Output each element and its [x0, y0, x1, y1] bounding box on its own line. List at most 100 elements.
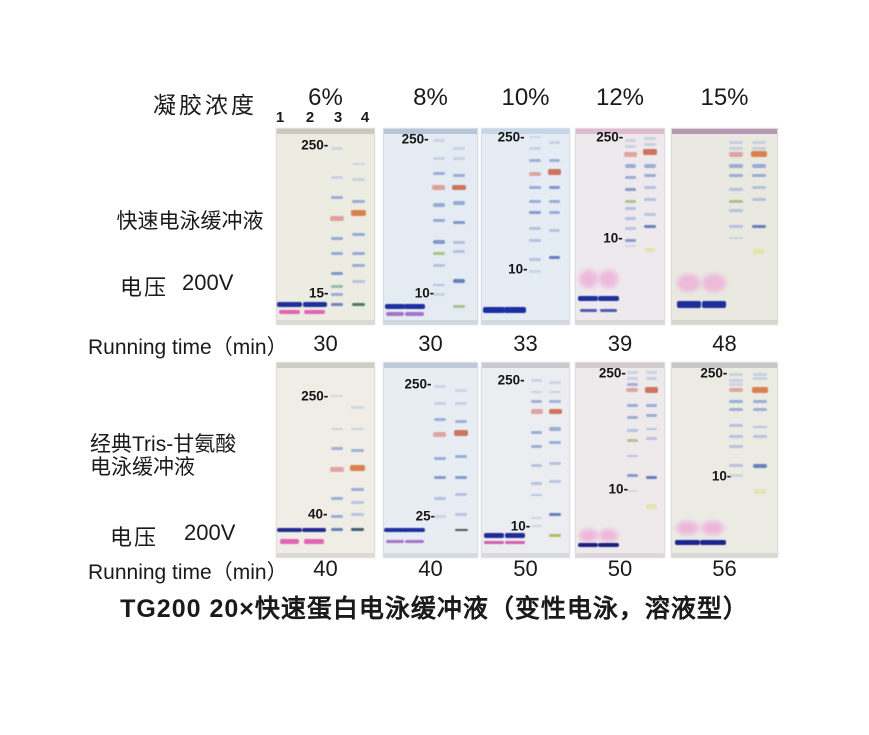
- concentration-label-10pct: 10%: [501, 84, 550, 111]
- marker-label: 250-: [401, 131, 429, 146]
- gel-band: [529, 185, 541, 190]
- gel-band: [753, 408, 768, 412]
- gel-band: [624, 164, 637, 168]
- gel-band: [753, 435, 768, 439]
- marker-label: 40-: [308, 506, 328, 522]
- gel-band: [433, 475, 446, 479]
- gel-band: [729, 187, 743, 191]
- gel-band: [549, 390, 561, 394]
- marker-label: 250-: [301, 388, 329, 404]
- gel-edge-strip: [277, 129, 374, 134]
- gel-band: [598, 270, 619, 288]
- gel-band: [729, 373, 743, 376]
- gel-band: [384, 527, 406, 533]
- gel-band: [701, 301, 727, 308]
- gel-band: [455, 493, 468, 497]
- gel-band: [645, 427, 658, 431]
- running-time-classic-8pct: 40: [418, 556, 443, 581]
- gel-panel-fast-6: 250- 15-: [276, 128, 375, 325]
- gel-band: [645, 404, 658, 408]
- gel-panel-fast-10: 250- 10-: [481, 128, 570, 325]
- gel-band: [453, 305, 466, 308]
- gel-band: [432, 203, 445, 207]
- gel-band: [483, 307, 506, 314]
- gel-band: [549, 462, 561, 466]
- gel-band: [352, 303, 365, 306]
- gel-band: [330, 195, 344, 199]
- gel-band: [529, 270, 541, 273]
- gel-band: [644, 186, 656, 189]
- gel-band: [405, 539, 424, 544]
- gel-band: [351, 487, 364, 491]
- gel-band: [624, 217, 637, 221]
- gel-band: [626, 429, 639, 433]
- marker-label: 250-: [497, 129, 525, 145]
- gel-band: [729, 209, 743, 213]
- gel-band: [624, 139, 637, 143]
- gel-band: [304, 539, 324, 544]
- gel-band: [598, 543, 619, 548]
- running-time-fast-6pct: 30: [313, 331, 338, 356]
- gel-band: [531, 516, 543, 520]
- gel-band: [453, 156, 466, 160]
- running-time-classic-12pct: 50: [607, 556, 633, 581]
- running-time-label-classic: Running time（min）: [88, 561, 288, 584]
- gel-edge-strip: [482, 363, 569, 368]
- gel-band: [531, 444, 543, 448]
- gel-band: [752, 249, 766, 255]
- gel-band: [403, 527, 426, 533]
- gel-band: [676, 520, 700, 536]
- gel-band: [330, 303, 344, 306]
- voltage-label-fast: 电压: [120, 275, 169, 300]
- gel-band: [432, 264, 445, 267]
- gel-band: [484, 533, 505, 538]
- gel-band: [385, 539, 405, 544]
- marker-label: 250-: [598, 364, 626, 380]
- gel-band: [644, 137, 656, 141]
- gel-band: [531, 379, 543, 382]
- gel-band: [645, 437, 658, 441]
- gel-panel-fast-12: 250- 10-: [575, 128, 665, 325]
- gel-band: [453, 201, 466, 205]
- gel-band: [433, 402, 446, 406]
- gel-band: [729, 464, 743, 468]
- running-time-fast-12pct: 39: [607, 331, 633, 356]
- gel-band: [729, 435, 743, 439]
- gel-band: [279, 539, 300, 544]
- marker-label: 25-: [415, 508, 436, 524]
- gel-band: [599, 308, 618, 313]
- gel-band: [528, 171, 542, 177]
- gel-band: [700, 539, 726, 546]
- gel-band: [404, 304, 425, 309]
- gel-band: [729, 236, 743, 240]
- gel-band: [729, 141, 743, 144]
- gel-band: [598, 296, 619, 301]
- gel-band: [624, 199, 637, 203]
- gel-band: [728, 152, 744, 157]
- gel-edge-strip: [384, 129, 477, 134]
- gel-band: [729, 225, 743, 228]
- gel-band: [484, 540, 505, 545]
- gel-band: [432, 252, 445, 256]
- gel-band: [352, 252, 365, 256]
- gel-band: [432, 240, 445, 244]
- gel-band: [531, 400, 543, 404]
- gel-band: [433, 497, 446, 501]
- gel-band: [351, 427, 364, 431]
- gel-band: [548, 141, 560, 144]
- gel-band: [549, 479, 561, 483]
- gel-band: [626, 404, 639, 408]
- gel-band: [729, 423, 743, 427]
- gel-band: [729, 174, 743, 178]
- gel-band: [351, 406, 364, 409]
- gel-panel-classic-10: 250- 10-: [481, 362, 570, 558]
- gel-band: [624, 244, 637, 248]
- marker-label: 10-: [711, 467, 732, 483]
- gel-band: [351, 210, 366, 216]
- gel-band: [432, 156, 445, 160]
- gel-band: [301, 527, 326, 532]
- gel-band: [549, 400, 561, 404]
- gel-band: [753, 377, 768, 380]
- gel-band: [330, 514, 344, 518]
- gel-band: [549, 427, 561, 431]
